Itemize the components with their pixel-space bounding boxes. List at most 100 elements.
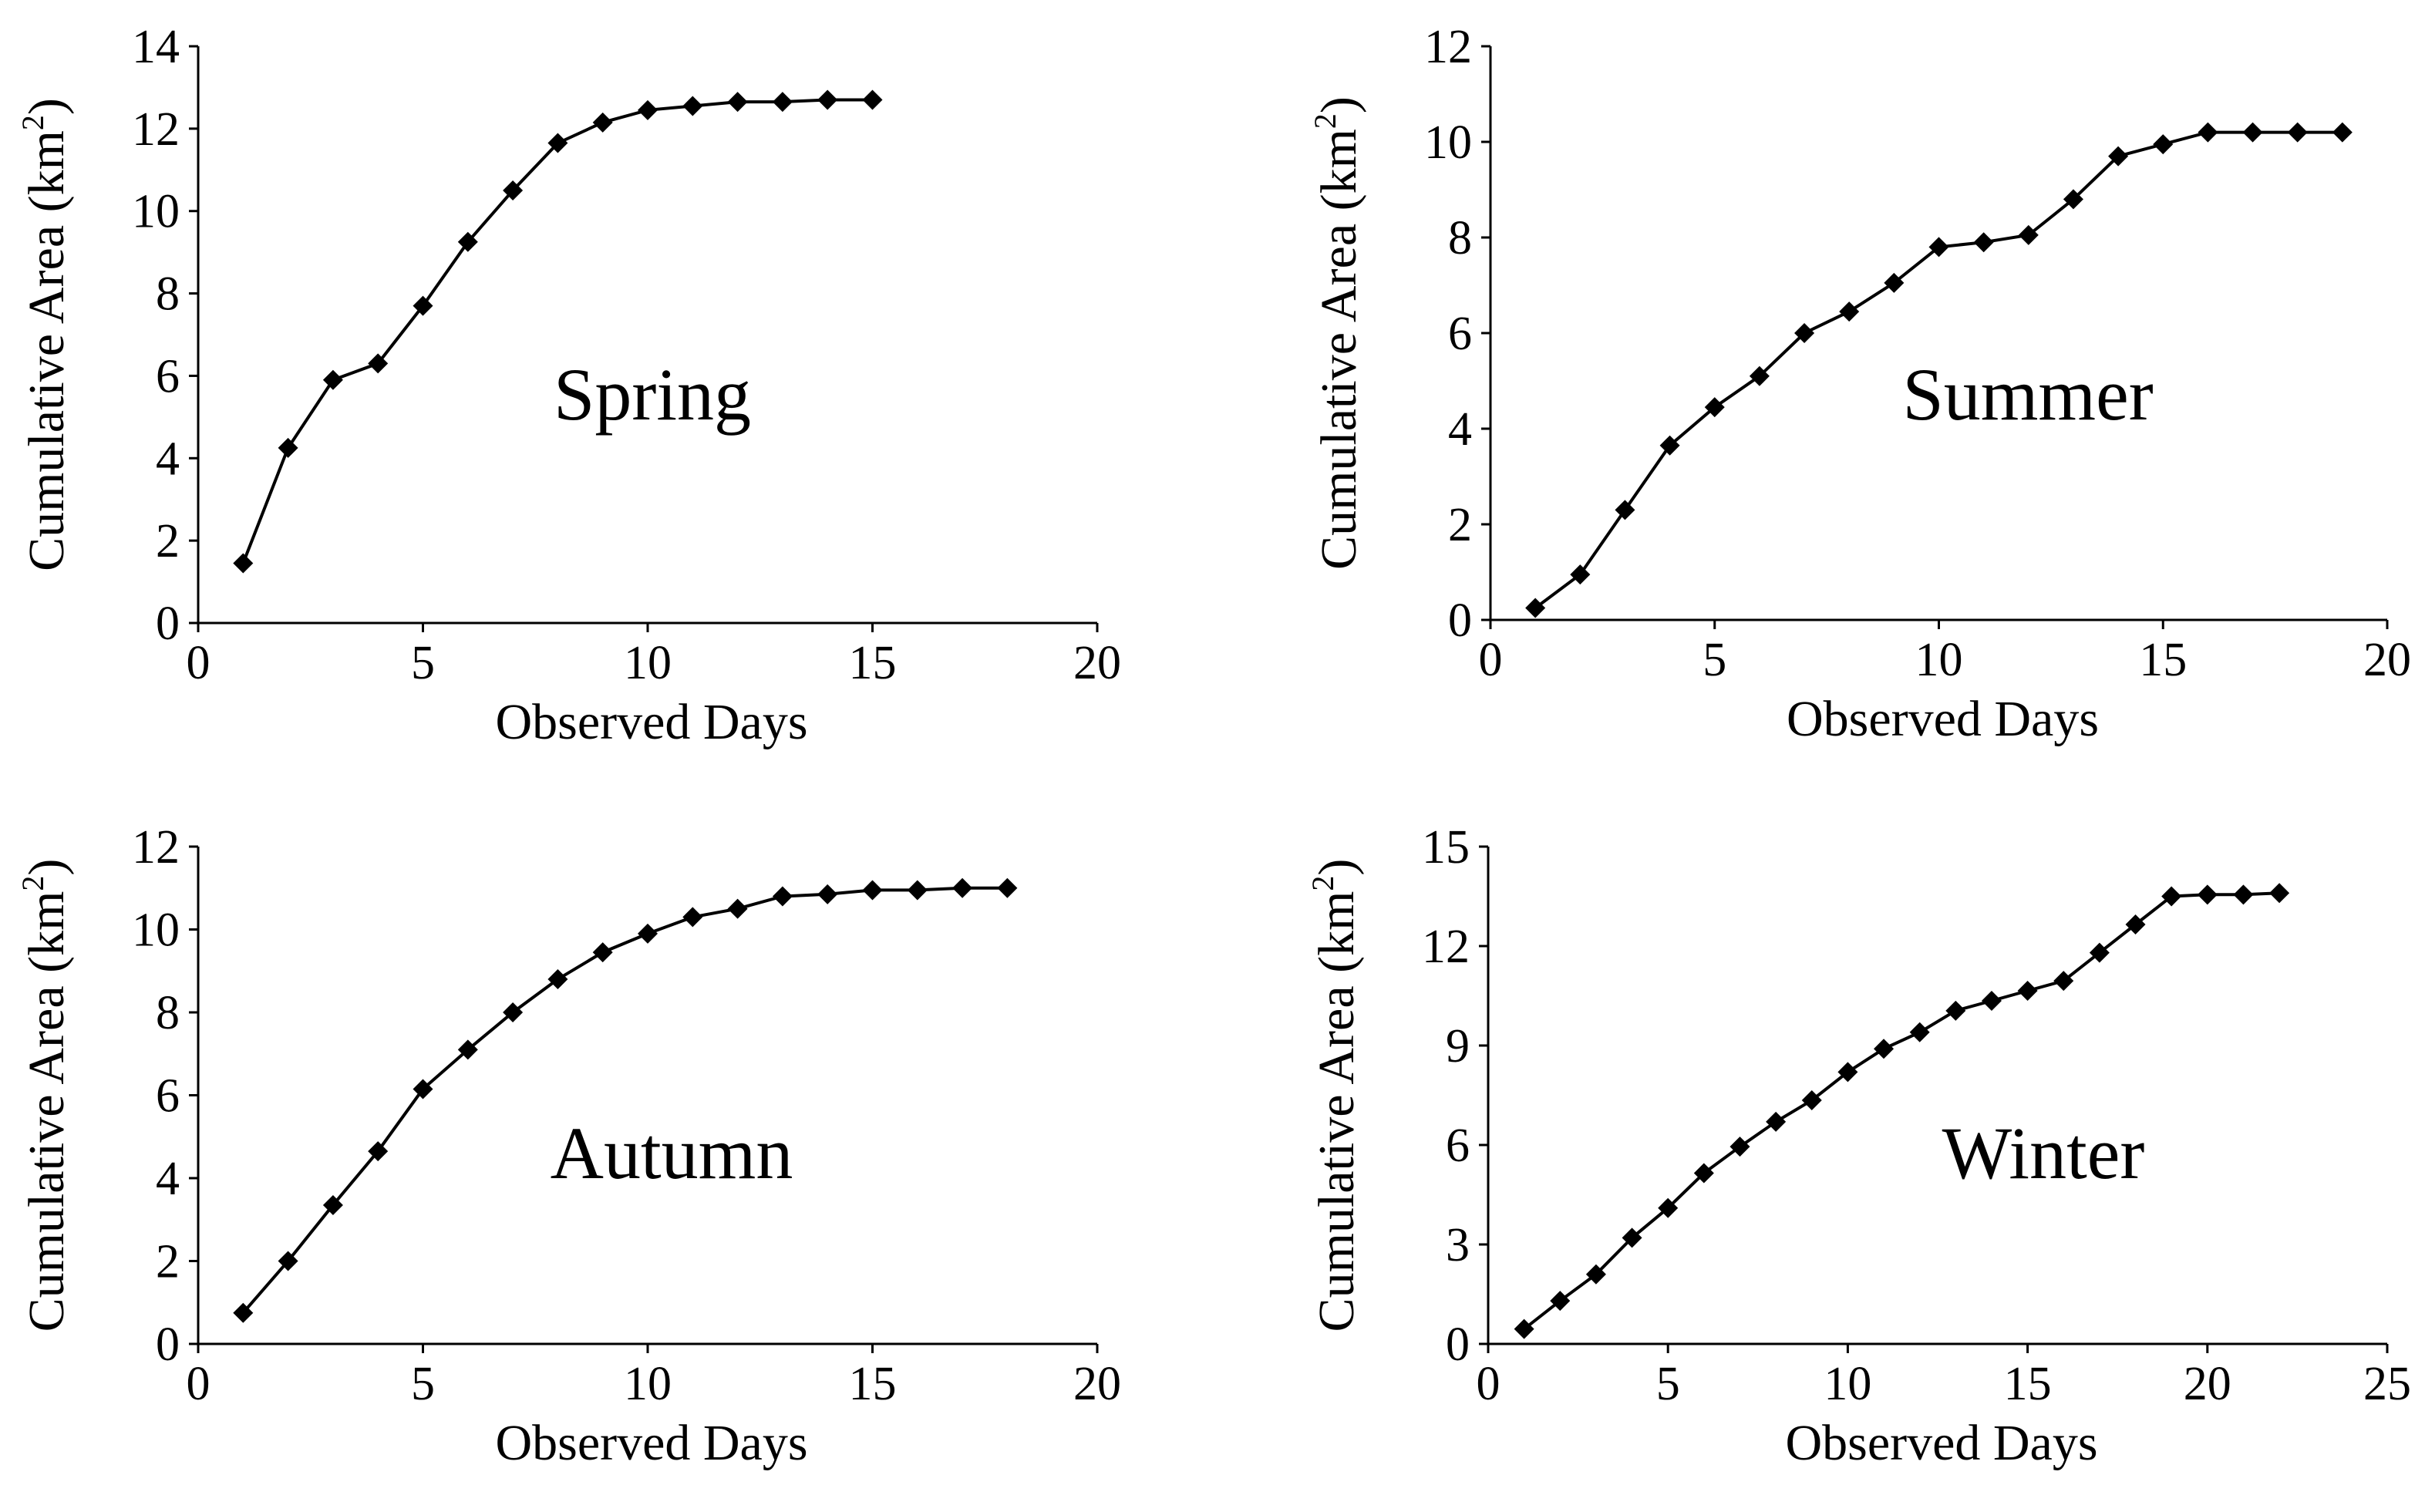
winter-data-point xyxy=(1729,1137,1750,1157)
summer-data-point xyxy=(1659,435,1680,456)
summer-data-point xyxy=(1973,232,1994,253)
autumn-y-tick-label: 12 xyxy=(132,821,180,874)
spring-data-point xyxy=(592,112,613,133)
winter-x-axis-title: Observed Days xyxy=(1785,1415,2097,1471)
autumn-data-point xyxy=(413,1079,433,1099)
winter-data-point xyxy=(1622,1227,1642,1248)
winter-x-tick-label: 15 xyxy=(2004,1358,2052,1410)
autumn-data-point xyxy=(997,877,1018,898)
winter-data-point xyxy=(1909,1022,1930,1042)
spring-y-axis-title: Cumulative Area (km2) xyxy=(15,98,75,571)
winter-y-axis-title: Cumulative Area (km2) xyxy=(1305,859,1365,1332)
spring-data-point xyxy=(817,89,838,110)
summer-data-point xyxy=(1884,272,1905,293)
spring-data-point xyxy=(727,92,748,113)
summer-data-point xyxy=(1928,237,1949,258)
winter-data-point xyxy=(1837,1062,1858,1083)
summer-data-point xyxy=(1570,564,1591,585)
spring-y-axis-title-sup: 2 xyxy=(15,115,50,130)
spring-y-tick-label: 6 xyxy=(156,350,180,402)
winter-y-axis-title-main: Cumulative Area (km xyxy=(1308,891,1365,1332)
autumn-data-point xyxy=(638,923,658,944)
autumn-data-point xyxy=(503,1002,524,1022)
winter-season-label: Winter xyxy=(1942,1112,2145,1194)
spring-y-tick-label: 14 xyxy=(132,21,180,73)
spring-x-tick-label: 10 xyxy=(624,637,672,689)
autumn-y-axis-title-main: Cumulative Area (km xyxy=(19,891,75,1332)
autumn-x-tick-label: 0 xyxy=(187,1358,211,1410)
summer-y-tick-label: 0 xyxy=(1448,594,1472,647)
summer-data-point xyxy=(1615,500,1635,520)
autumn-data-point xyxy=(457,1039,478,1060)
autumn-data-point xyxy=(278,1251,298,1271)
autumn-y-tick-label: 2 xyxy=(156,1236,180,1288)
spring-x-axis-title: Observed Days xyxy=(495,694,807,750)
summer-data-point xyxy=(2108,146,2129,167)
winter-x-tick-label: 10 xyxy=(1824,1358,1871,1410)
spring-data-point xyxy=(278,437,298,458)
winter-data-point xyxy=(1585,1264,1606,1285)
spring-data-point xyxy=(322,369,343,390)
summer-data-point xyxy=(1704,397,1725,418)
autumn-x-tick-label: 15 xyxy=(849,1358,897,1410)
spring-y-tick-label: 8 xyxy=(156,268,180,321)
winter-data-point xyxy=(2125,914,2146,935)
autumn-y-axis-title-close: ) xyxy=(19,859,75,876)
spring-data-point xyxy=(547,133,568,153)
winter-series-line xyxy=(1523,891,2280,1331)
autumn-data-point xyxy=(592,942,613,963)
summer-data-point xyxy=(2153,134,2174,155)
summer-y-axis-title-main: Cumulative Area (km xyxy=(1311,129,1367,570)
autumn-y-tick-label: 0 xyxy=(156,1318,180,1371)
summer-y-tick-label: 4 xyxy=(1448,403,1472,456)
autumn-data-point xyxy=(547,969,568,989)
winter-data-point xyxy=(2197,884,2218,905)
spring-data-point xyxy=(233,553,254,574)
winter-data-point xyxy=(1874,1039,1895,1059)
summer-data-point xyxy=(2063,189,2083,210)
autumn-x-tick-label: 10 xyxy=(624,1358,672,1410)
spring-x-tick-label: 5 xyxy=(411,637,435,689)
autumn-y-tick-label: 4 xyxy=(156,1153,180,1205)
winter-y-tick-label: 6 xyxy=(1446,1120,1470,1172)
spring-y-tick-label: 2 xyxy=(156,515,180,567)
winter-data-point xyxy=(2017,981,2038,1002)
spring-season-label: Spring xyxy=(554,353,751,436)
winter-x-tick-label: 5 xyxy=(1656,1358,1680,1410)
autumn-x-axis-title: Observed Days xyxy=(495,1415,807,1471)
winter-data-point xyxy=(1766,1111,1787,1132)
spring-x-tick-label: 0 xyxy=(187,637,211,689)
spring-x-tick-label: 15 xyxy=(849,637,897,689)
winter-data-point xyxy=(2089,942,2110,963)
summer-y-tick-label: 6 xyxy=(1448,308,1472,360)
spring-series-line xyxy=(241,98,873,564)
summer-y-tick-label: 10 xyxy=(1424,116,1472,169)
autumn-y-tick-label: 6 xyxy=(156,1070,180,1123)
spring-y-axis-title-main: Cumulative Area (km xyxy=(19,130,75,571)
winter-y-tick-label: 3 xyxy=(1446,1219,1470,1271)
summer-data-point xyxy=(2287,122,2308,143)
winter-data-point xyxy=(1981,990,2002,1011)
spring-y-tick-label: 4 xyxy=(156,433,180,485)
winter-data-point xyxy=(2233,884,2254,905)
summer-data-point xyxy=(1749,365,1770,386)
autumn-x-tick-label: 5 xyxy=(411,1358,435,1410)
winter-y-axis-title-sup: 2 xyxy=(1305,876,1340,891)
summer-data-point xyxy=(1839,301,1860,322)
summer-season-label: Summer xyxy=(1902,353,2153,436)
spring-y-tick-label: 0 xyxy=(156,598,180,650)
summer-data-point xyxy=(2018,224,2039,245)
autumn-data-point xyxy=(233,1302,254,1323)
winter-data-point xyxy=(2161,886,2182,907)
spring-data-point xyxy=(682,96,703,116)
spring-data-point xyxy=(413,295,433,316)
summer-x-tick-label: 5 xyxy=(1703,634,1726,686)
winter-x-tick-label: 20 xyxy=(2184,1358,2231,1410)
winter-data-point xyxy=(1801,1089,1822,1110)
summer-data-point xyxy=(1525,598,1546,618)
autumn-y-tick-label: 8 xyxy=(156,987,180,1039)
spring-chart: 0 2 4 6 8 10 12 14 0 5 10 15 20 Observed Days Cumulati… xyxy=(15,21,1121,750)
summer-y-axis-title: Cumulative Area (km2) xyxy=(1308,96,1367,570)
winter-x-tick-label: 25 xyxy=(2363,1358,2411,1410)
